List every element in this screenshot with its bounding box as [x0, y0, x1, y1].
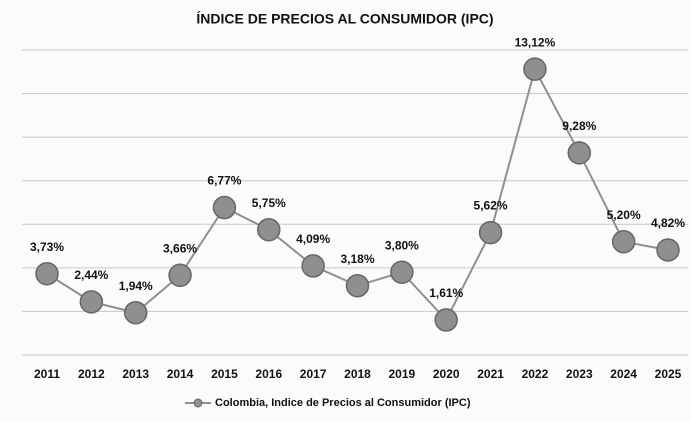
data-label: 6,77%	[207, 174, 241, 188]
legend-label: Colombia, Indice de Precios al Consumido…	[215, 397, 471, 409]
x-tick-label: 2022	[522, 367, 549, 381]
data-label: 5,20%	[607, 208, 641, 222]
x-tick-label: 2020	[433, 367, 460, 381]
x-tick-label: 2011	[34, 367, 60, 381]
x-tick-label: 2023	[566, 367, 593, 381]
data-label: 2,44%	[74, 268, 108, 282]
x-tick-label: 2012	[78, 367, 105, 381]
data-point	[168, 263, 192, 288]
data-label: 9,28%	[562, 119, 596, 133]
x-tick-label: 2015	[211, 367, 238, 381]
data-label: 3,66%	[163, 241, 197, 255]
data-label: 3,18%	[340, 252, 374, 266]
x-tick-label: 2017	[300, 367, 327, 381]
data-label: 4,09%	[296, 232, 330, 246]
data-point	[257, 217, 281, 242]
data-point	[611, 229, 636, 254]
data-point	[523, 57, 547, 81]
x-tick-label: 2016	[255, 367, 282, 381]
data-point	[567, 141, 592, 165]
data-label: 1,61%	[429, 286, 463, 300]
data-point	[35, 261, 59, 286]
data-point	[478, 220, 503, 245]
data-label: 13,12%	[515, 35, 556, 49]
data-label: 3,80%	[385, 238, 419, 252]
data-point	[434, 308, 458, 332]
x-tick-label: 2014	[167, 367, 194, 381]
data-label: 3,73%	[30, 240, 64, 254]
chart-title: ÍNDICE DE PRECIOS AL CONSUMIDOR (IPC)	[196, 11, 493, 27]
x-tick-label: 2024	[610, 367, 637, 381]
legend-marker	[193, 398, 203, 408]
data-label: 5,75%	[252, 196, 286, 210]
data-point	[301, 254, 325, 278]
data-point	[390, 260, 414, 284]
data-point	[212, 195, 237, 220]
data-label: 4,82%	[651, 216, 685, 230]
x-tick-label: 2021	[477, 367, 504, 381]
x-tick-label: 2013	[122, 367, 149, 381]
x-tick-label: 2018	[344, 367, 371, 381]
data-label: 5,62%	[474, 199, 508, 213]
x-tick-label: 2025	[655, 367, 682, 381]
x-tick-label: 2019	[389, 367, 416, 381]
data-point	[79, 290, 104, 314]
data-point	[345, 273, 370, 298]
data-point	[123, 300, 148, 325]
data-label: 1,94%	[119, 279, 153, 293]
data-point	[656, 238, 680, 262]
